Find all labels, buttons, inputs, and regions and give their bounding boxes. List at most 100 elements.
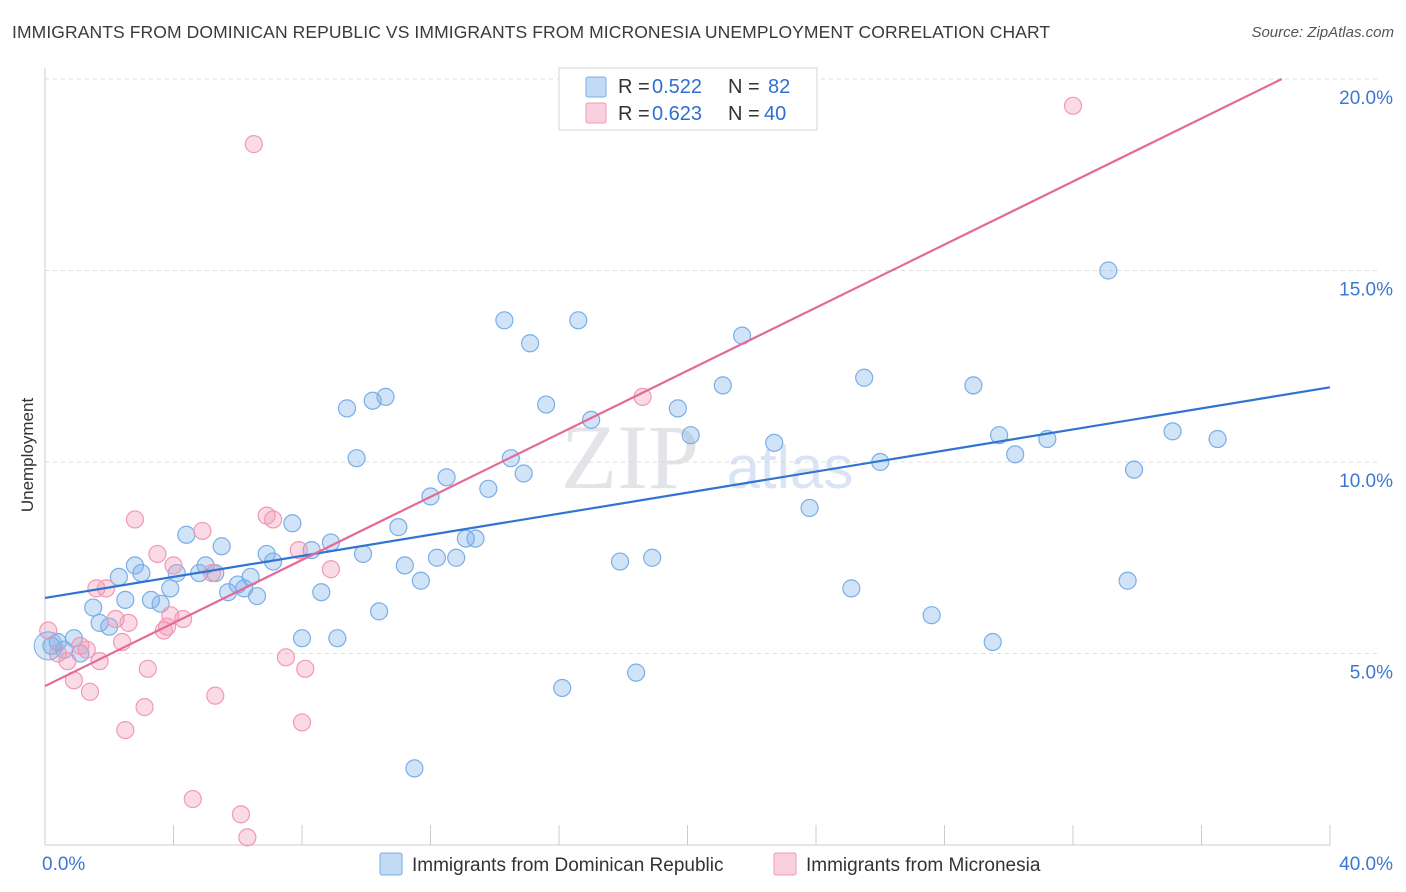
point-micronesia [276,648,296,667]
point-dominican [643,548,662,567]
point-dominican [161,579,180,598]
y-tick-label: 15.0% [1339,280,1393,301]
series-legend: Immigrants from Dominican Republic Immig… [379,852,1041,876]
point-dominican [495,311,514,330]
watermark: ZIP atlas [561,406,853,508]
point-dominican [537,395,556,414]
point-micronesia [202,563,222,583]
point-dominican [990,426,1009,445]
point-dominican [395,556,414,575]
point-dominican [370,602,389,621]
point-micronesia [238,828,257,847]
point-micronesia [80,682,100,701]
point-dominican [283,514,302,533]
point-micronesia [58,652,77,671]
point-dominican [1099,261,1118,280]
point-micronesia [289,540,308,560]
point-dominican [347,449,366,468]
point-dominican [520,334,540,353]
point-micronesia [135,698,154,717]
point-micronesia [77,640,96,659]
point-dominican [437,468,456,487]
point-dominican [116,590,135,609]
point-micronesia [39,621,58,640]
point-micronesia [148,544,167,564]
point-micronesia [292,713,312,732]
point-micronesia [1063,96,1083,115]
point-dominican [855,368,874,387]
point-dominican [1208,429,1227,449]
point-micronesia [231,805,251,824]
watermark-zip: ZIP [561,406,699,508]
point-dominican [141,590,161,609]
point-micronesia [193,521,212,541]
point-dominican [376,387,395,406]
point-dominican [247,586,267,606]
gridlines [45,78,1378,654]
source-credit: Source: ZipAtlas.com [1251,24,1394,41]
point-dominican [405,759,424,778]
y-tick-label: 5.0% [1350,663,1393,684]
series-legend-label-micronesia: Immigrants from Micronesia [806,855,1041,876]
point-dominican [668,399,687,418]
legend-n-label-2: N = [728,103,760,125]
legend-n-value-1: 82 [768,76,790,98]
point-micronesia [263,510,283,529]
point-dominican [328,629,347,648]
point-dominican [312,583,331,602]
point-dominican [337,399,357,418]
point-dominican [466,529,485,548]
axes [44,68,1331,846]
point-micronesia [206,686,225,705]
point-dominican [800,498,819,518]
point-dominican [456,529,475,548]
legend-r-value-2: 0.623 [652,103,702,125]
legend-r-label-2: R = [618,103,650,125]
point-dominican [177,525,196,544]
trend-line-micronesia [44,78,1283,688]
point-dominican [212,537,231,556]
point-micronesia [296,659,315,678]
tick-labels: 5.0% 10.0% 15.0% 20.0% 0.0% 40.0% [42,88,1393,875]
point-dominican [922,606,941,625]
point-micronesia [138,659,157,678]
y-tick-label: 10.0% [1339,471,1393,492]
point-dominican [610,552,630,571]
point-dominican [479,479,498,498]
chart-title: IMMIGRANTS FROM DOMINICAN REPUBLIC VS IM… [12,22,1051,42]
legend-r-label-1: R = [618,76,650,98]
y-tick-label: 20.0% [1339,88,1393,109]
legend-box [558,67,818,131]
watermark-atlas: atlas [727,434,854,501]
legend-swatch-pink [585,102,607,124]
point-dominican [713,376,732,395]
point-dominican [132,563,151,583]
point-micronesia [164,556,183,575]
point-dominican [447,548,466,567]
point-dominican [1163,422,1182,441]
point-dominican [964,376,983,395]
point-micronesia [125,510,145,529]
point-micronesia [116,720,135,740]
point-dominican [1124,460,1144,479]
point-dominican [427,548,447,567]
point-dominican [681,426,700,445]
point-dominican [553,678,572,698]
point-dominican [292,629,312,648]
series-legend-swatch-dominican [379,852,403,876]
point-dominican [1006,445,1025,464]
x-tick-label-max: 40.0% [1339,854,1393,875]
point-dominican [353,544,373,564]
legend-swatch-blue [585,76,607,98]
point-dominican [983,632,1002,652]
point-dominican-cluster [33,631,63,661]
legend-n-label-1: N = [728,76,760,98]
correlation-legend: R = 0.522 N = 82 R = 0.623 N = 40 [558,67,818,131]
trend-line-dominican [44,386,1331,600]
point-dominican [842,579,861,598]
legend-r-value-1: 0.522 [652,76,702,98]
point-dominican [411,571,430,590]
point-micronesia [119,613,138,632]
series-legend-swatch-micronesia [773,852,797,876]
